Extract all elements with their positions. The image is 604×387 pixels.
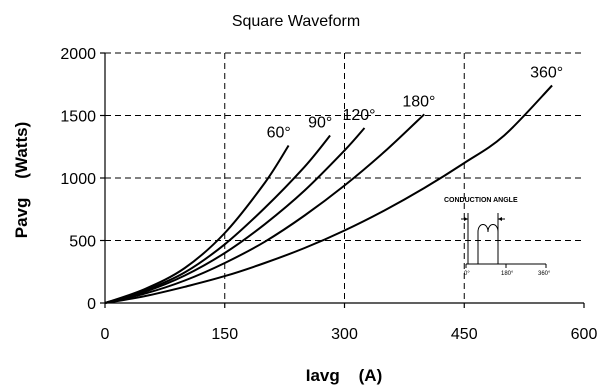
series-lines	[104, 84, 553, 304]
y-tick-label-3: 1500	[60, 109, 96, 126]
x-axis-label: Iavg (A)	[306, 366, 383, 385]
series-label-3: 180°	[402, 93, 435, 110]
series-label-4: 360°	[530, 65, 563, 82]
x-tick-label-0: 0	[101, 326, 110, 343]
tick-labels: 0 500 1000 1500 2000 0 150 300 450 600	[60, 46, 597, 343]
conduction-angle-inset: CONDUCTION ANGLE 0° 180° 360°	[444, 197, 551, 277]
y-axis-label: Pavg (Watts)	[12, 122, 31, 239]
y-tick-label-2: 1000	[60, 171, 96, 188]
inset-arrowhead-right	[498, 217, 502, 221]
x-tick-label-3: 450	[451, 326, 478, 343]
series-labels: 60° 90° 120° 180° 360°	[267, 65, 564, 142]
inset-title: CONDUCTION ANGLE	[444, 197, 518, 204]
series-line-1	[104, 134, 331, 304]
series-label-2: 120°	[342, 107, 375, 124]
series-line-2	[104, 127, 366, 304]
inset-tick-label-0: 0°	[464, 271, 470, 277]
x-tick-label-1: 150	[211, 326, 238, 343]
inset-arrowhead-left	[464, 217, 468, 221]
series-line-0	[104, 144, 290, 304]
y-tick-label-1: 500	[69, 234, 96, 251]
axes	[100, 52, 585, 308]
inset-tick-label-360: 360°	[538, 271, 551, 277]
x-tick-label-4: 600	[571, 326, 598, 343]
x-tick-label-2: 300	[331, 326, 358, 343]
series-label-0: 60°	[267, 125, 291, 142]
series-line-4	[104, 84, 553, 304]
chart-title: Square Waveform	[232, 13, 360, 30]
inset-waveform	[477, 224, 499, 264]
series-line-3	[104, 113, 425, 304]
y-tick-label-0: 0	[87, 296, 96, 313]
series-label-1: 90°	[308, 115, 332, 132]
y-tick-label-4: 2000	[60, 46, 96, 63]
grid	[105, 52, 584, 303]
inset-tick-label-180: 180°	[501, 271, 514, 277]
